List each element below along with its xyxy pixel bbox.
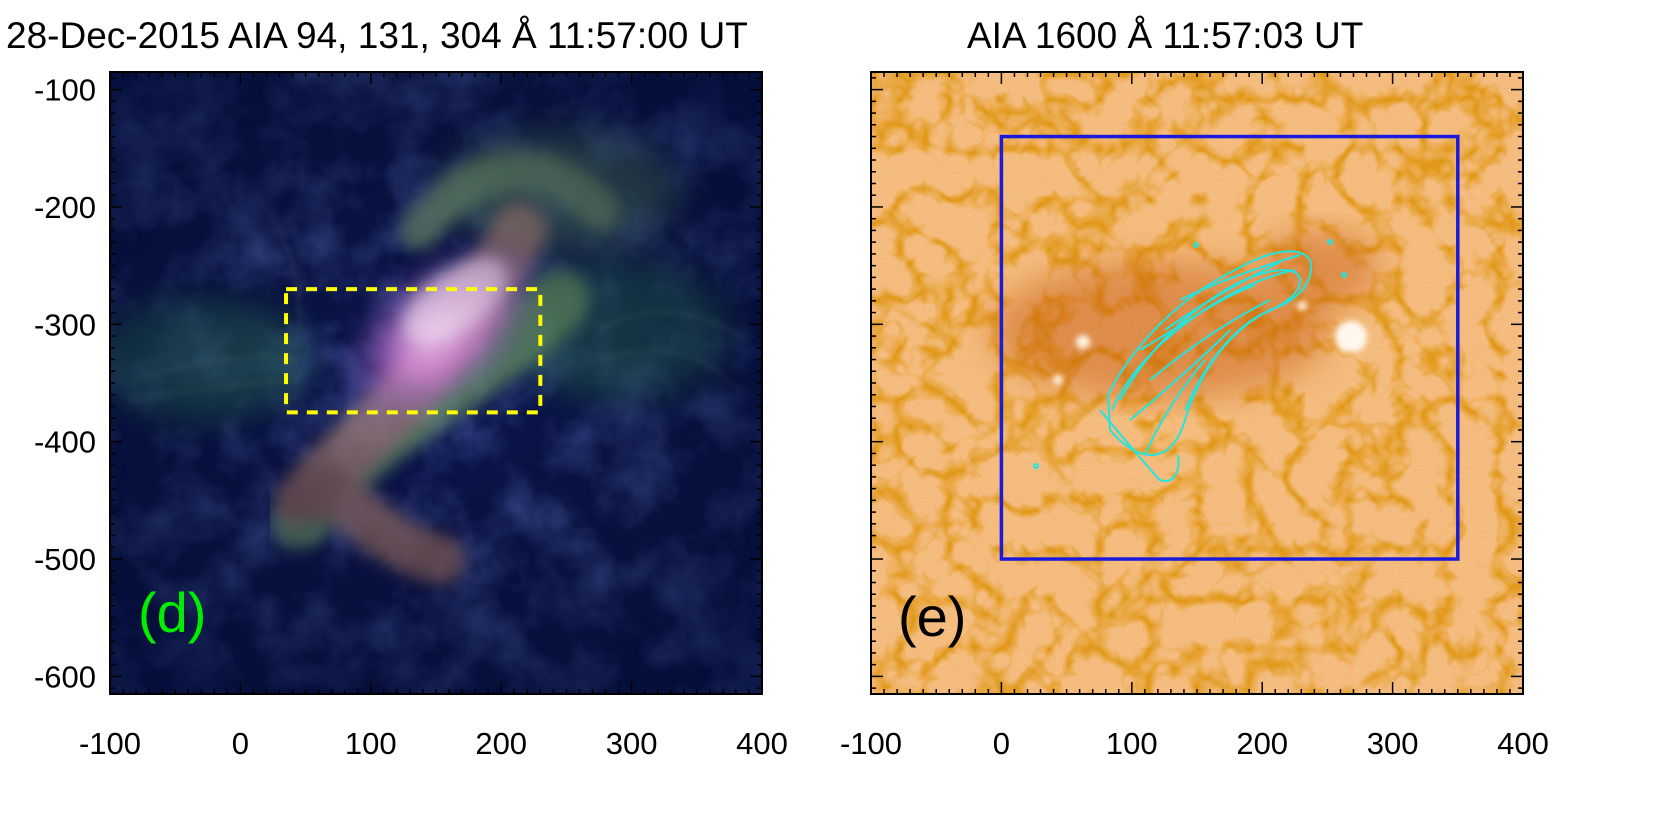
panel-e: -100 0 100 200 300 400 (e) <box>840 71 1549 761</box>
panel-d-region-box <box>284 287 543 415</box>
x-tick-label: -100 <box>79 726 141 761</box>
x-tick-label: 0 <box>232 726 249 761</box>
panel-e-region-box <box>999 134 1460 561</box>
y-tick-label: -300 <box>34 307 96 342</box>
y-tick-label: -600 <box>34 659 96 694</box>
region-box-rect <box>284 287 543 415</box>
panel-d-label: (d) <box>138 581 206 644</box>
panel-d-ticks <box>109 72 763 694</box>
panel-e-image <box>871 72 1523 694</box>
x-tick-label: 200 <box>1236 726 1288 761</box>
x-tick-label: 300 <box>1367 726 1419 761</box>
y-tick-label: -100 <box>34 73 96 108</box>
panel-d-x-tick-labels: -100 0 100 200 300 400 <box>79 726 788 761</box>
x-tick-label: 0 <box>993 726 1010 761</box>
y-tick-label: -500 <box>34 542 96 577</box>
panel-d: -100 -200 -300 -400 -500 -600 -100 0 100 200 300 4… <box>34 71 788 761</box>
x-tick-label: 100 <box>1106 726 1158 761</box>
panel-e-ticks <box>870 72 1524 694</box>
x-tick-label: 400 <box>736 726 788 761</box>
x-tick-label: 100 <box>345 726 397 761</box>
panel-d-y-tick-labels: -100 -200 -300 -400 -500 -600 <box>34 73 96 695</box>
y-tick-label: -200 <box>34 190 96 225</box>
panel-e-contours <box>1033 239 1347 482</box>
panel-e-label: (e) <box>898 585 966 648</box>
x-tick-label: 200 <box>475 726 527 761</box>
panel-e-title: AIA 1600 Å 11:57:03 UT <box>967 15 1363 56</box>
panel-d-image <box>110 72 762 694</box>
region-box-rect <box>999 134 1460 561</box>
panel-e-x-tick-labels: -100 0 100 200 300 400 <box>840 726 1549 761</box>
x-tick-label: 400 <box>1497 726 1549 761</box>
x-tick-label: -100 <box>840 726 902 761</box>
y-tick-label: -400 <box>34 425 96 460</box>
panel-d-title: 28-Dec-2015 AIA 94, 131, 304 Å 11:57:00 … <box>6 15 748 56</box>
x-tick-label: 300 <box>606 726 658 761</box>
